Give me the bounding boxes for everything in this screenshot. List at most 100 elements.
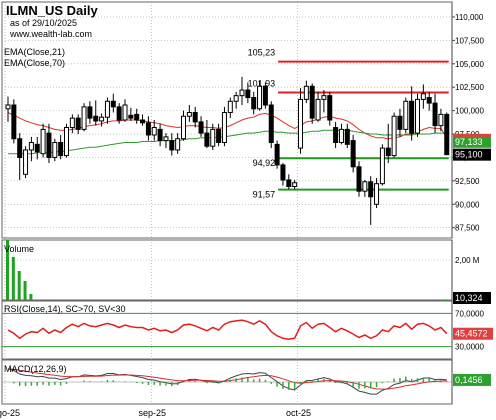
candle-body xyxy=(344,128,350,145)
candle-body xyxy=(122,104,128,121)
candle-body xyxy=(81,106,87,130)
volume-bar xyxy=(11,257,15,300)
support-resistance-lines xyxy=(278,60,449,191)
price-tick-label: 100,000 xyxy=(455,107,484,116)
x-tick-label: oct-25 xyxy=(286,408,311,418)
rsi-line xyxy=(7,319,448,340)
last-volume-value: 10,324 xyxy=(455,293,483,303)
candle-body xyxy=(175,138,181,151)
volume-bars xyxy=(6,240,448,390)
candle-body xyxy=(292,182,298,187)
candle-body xyxy=(46,132,52,158)
macd-pane-label: MACD(12,26,9) xyxy=(4,364,67,374)
candle-body xyxy=(432,102,438,127)
volume-bar xyxy=(6,240,9,300)
ema21-legend: EMA(Close,21) xyxy=(4,47,66,57)
level-label: 105,23 xyxy=(248,48,276,58)
candle-body xyxy=(134,113,140,121)
candle-body xyxy=(198,121,204,134)
candle-body xyxy=(374,183,380,205)
candle-body xyxy=(192,112,198,123)
volume-bar xyxy=(23,281,27,300)
volume-bar xyxy=(29,294,33,300)
candle-body xyxy=(309,85,315,119)
candle-body xyxy=(426,97,432,104)
last-close-value: 95,100 xyxy=(455,150,483,160)
level-label: 101,93 xyxy=(248,79,276,89)
candle-body xyxy=(298,98,303,149)
last-macd-value: 0,1456 xyxy=(455,375,483,385)
candle-body xyxy=(327,95,333,121)
candle-body xyxy=(385,147,391,157)
price-candles xyxy=(5,76,450,225)
candle-body xyxy=(75,117,81,130)
candle-body xyxy=(17,138,23,158)
as-of-date: as of 29/10/2025 xyxy=(10,18,78,28)
candle-body xyxy=(227,100,233,114)
x-tick-label: ago-25 xyxy=(0,408,20,418)
candle-body xyxy=(368,181,374,198)
ema70-legend: EMA(Close,70) xyxy=(4,58,66,68)
candle-body xyxy=(186,112,192,117)
candle-body xyxy=(128,114,134,119)
price-tick-label: 92,500 xyxy=(455,177,480,186)
candle-body xyxy=(181,115,186,140)
candle-body xyxy=(216,128,222,143)
candle-body xyxy=(5,104,11,110)
candle-body xyxy=(52,141,58,158)
candle-body xyxy=(28,141,34,151)
candle-body xyxy=(268,104,274,143)
candle-body xyxy=(204,132,210,147)
candle-body xyxy=(315,98,321,121)
candle-body xyxy=(397,115,403,130)
x-tick-label: sep-25 xyxy=(138,408,166,418)
candle-body xyxy=(251,97,257,110)
last-ema21-value-box xyxy=(453,135,491,148)
volume-bar xyxy=(444,299,448,301)
candle-body xyxy=(151,126,157,136)
candle-body xyxy=(87,106,93,119)
volume-tick-label: 2,00 M xyxy=(455,256,480,265)
source-site: www.wealth-lab.com xyxy=(10,29,93,39)
candle-body xyxy=(64,126,69,157)
candle-body xyxy=(286,179,292,187)
volume-pane-label: Volume xyxy=(4,244,35,254)
candle-body xyxy=(23,149,29,175)
vol-pane-frame xyxy=(1,239,453,301)
level-label: 94,92 xyxy=(253,158,276,168)
candle-body xyxy=(356,166,362,192)
candle-body xyxy=(338,128,344,143)
candle-body xyxy=(333,126,339,143)
rsi-pane-label: RSI(Close,14), SC>70, SV<30 xyxy=(4,304,126,314)
last-rsi-value: 45,4572 xyxy=(455,329,488,339)
candle-body xyxy=(93,115,99,122)
candle-body xyxy=(40,128,46,155)
macd-line xyxy=(7,368,447,395)
candle-body xyxy=(34,143,40,153)
candle-body xyxy=(391,115,397,157)
price-tick-label: 102,500 xyxy=(455,83,484,92)
last-macd-box xyxy=(453,373,491,386)
candle-body xyxy=(210,128,216,147)
last-close-value-box xyxy=(453,148,491,161)
candle-body xyxy=(110,100,116,108)
candle-body xyxy=(362,181,368,192)
candle-body xyxy=(303,85,309,100)
candle-body xyxy=(169,140,175,151)
candle-body xyxy=(163,136,169,142)
last-rsi-box xyxy=(453,327,493,340)
level-label: 91,57 xyxy=(253,190,276,200)
candle-body xyxy=(403,100,409,130)
candle-body xyxy=(409,100,415,134)
candle-body xyxy=(379,147,385,185)
candle-body xyxy=(99,116,105,122)
candle-body xyxy=(274,143,280,166)
price-tick-label: 105,000 xyxy=(455,60,484,69)
price-tick-label: 107,500 xyxy=(455,36,484,45)
rsi-tick-label: 30,0000 xyxy=(455,343,484,352)
candle-body xyxy=(104,100,110,118)
indicator-lines xyxy=(7,112,448,395)
candle-body xyxy=(58,141,64,157)
candle-body xyxy=(444,113,450,156)
